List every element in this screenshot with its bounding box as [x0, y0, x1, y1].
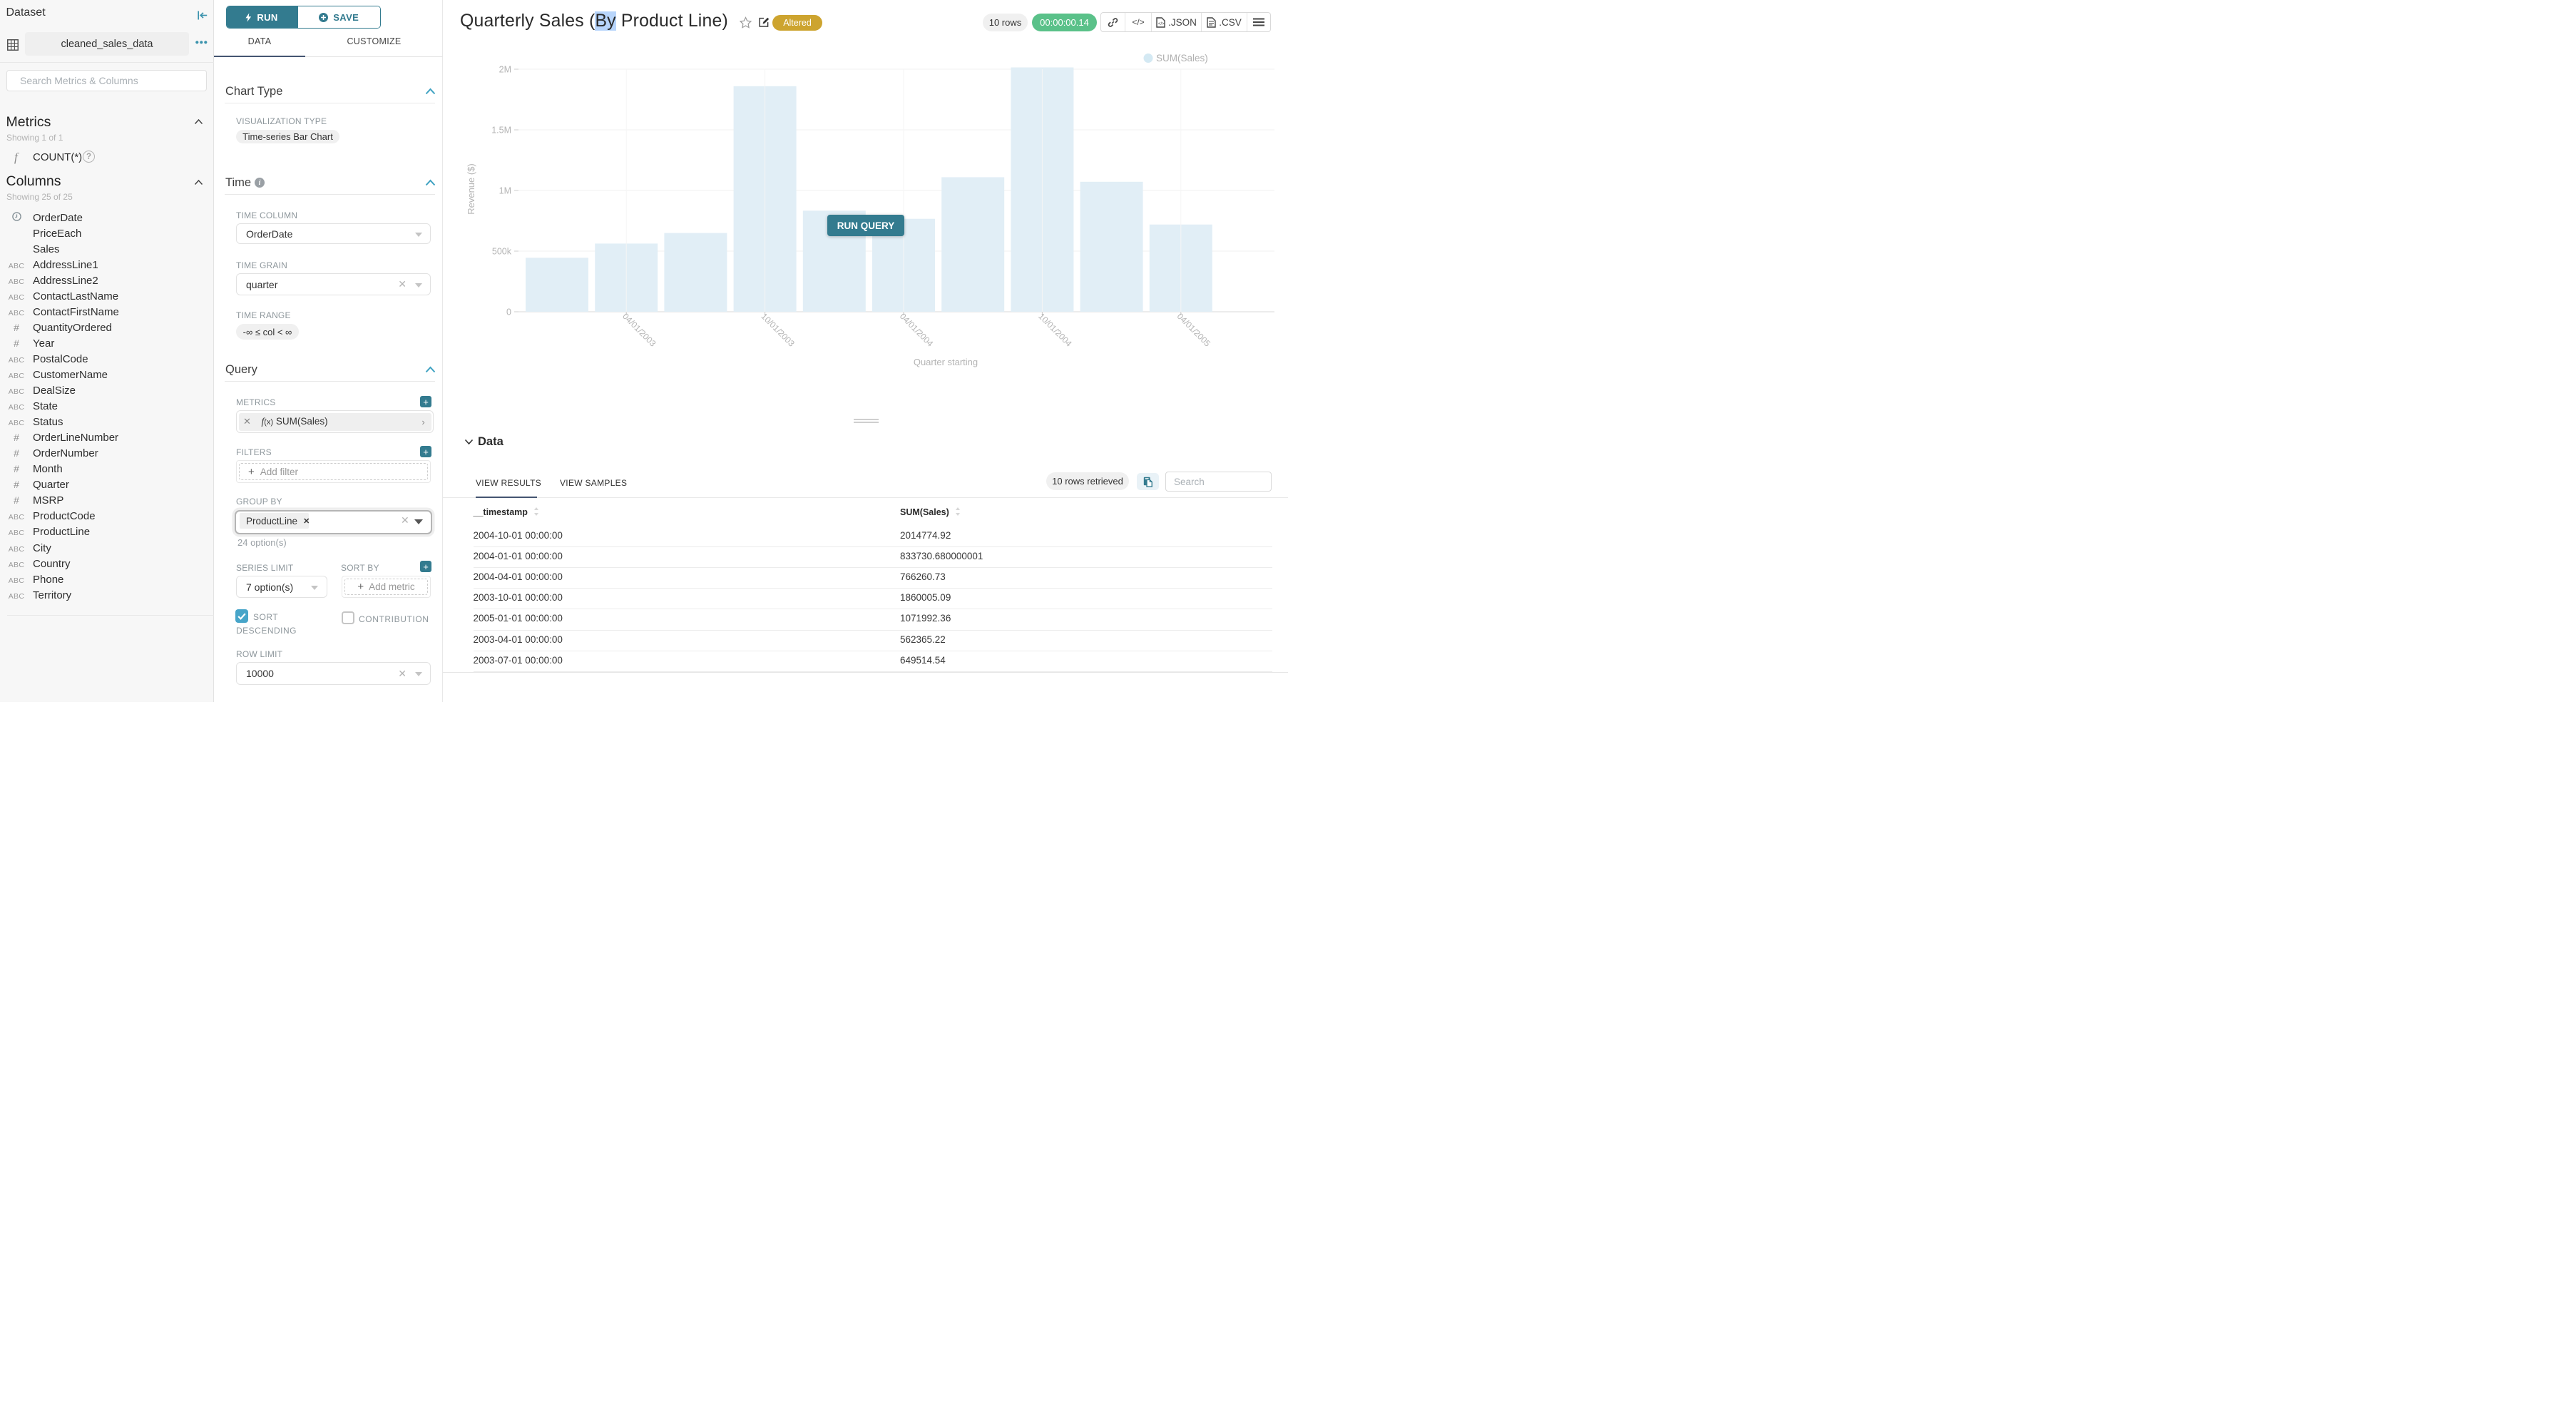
svg-text:10/01/2004: 10/01/2004 [1036, 311, 1074, 349]
svg-text:10/01/2003: 10/01/2003 [759, 311, 797, 349]
svg-text:04/01/2004: 04/01/2004 [898, 311, 936, 349]
svg-text:</>: </> [1158, 22, 1165, 26]
svg-text:04/01/2005: 04/01/2005 [1175, 311, 1213, 349]
svg-text:500k: 500k [492, 247, 512, 257]
svg-text:Revenue ($): Revenue ($) [466, 163, 476, 215]
svg-text:1.5M: 1.5M [491, 126, 511, 136]
svg-text:Quarter starting: Quarter starting [914, 357, 978, 367]
svg-text:1M: 1M [499, 186, 511, 196]
svg-text:04/01/2003: 04/01/2003 [620, 311, 658, 349]
svg-text:0: 0 [506, 307, 511, 317]
svg-text:SUM(Sales): SUM(Sales) [1156, 53, 1208, 63]
svg-text:2M: 2M [499, 65, 511, 75]
